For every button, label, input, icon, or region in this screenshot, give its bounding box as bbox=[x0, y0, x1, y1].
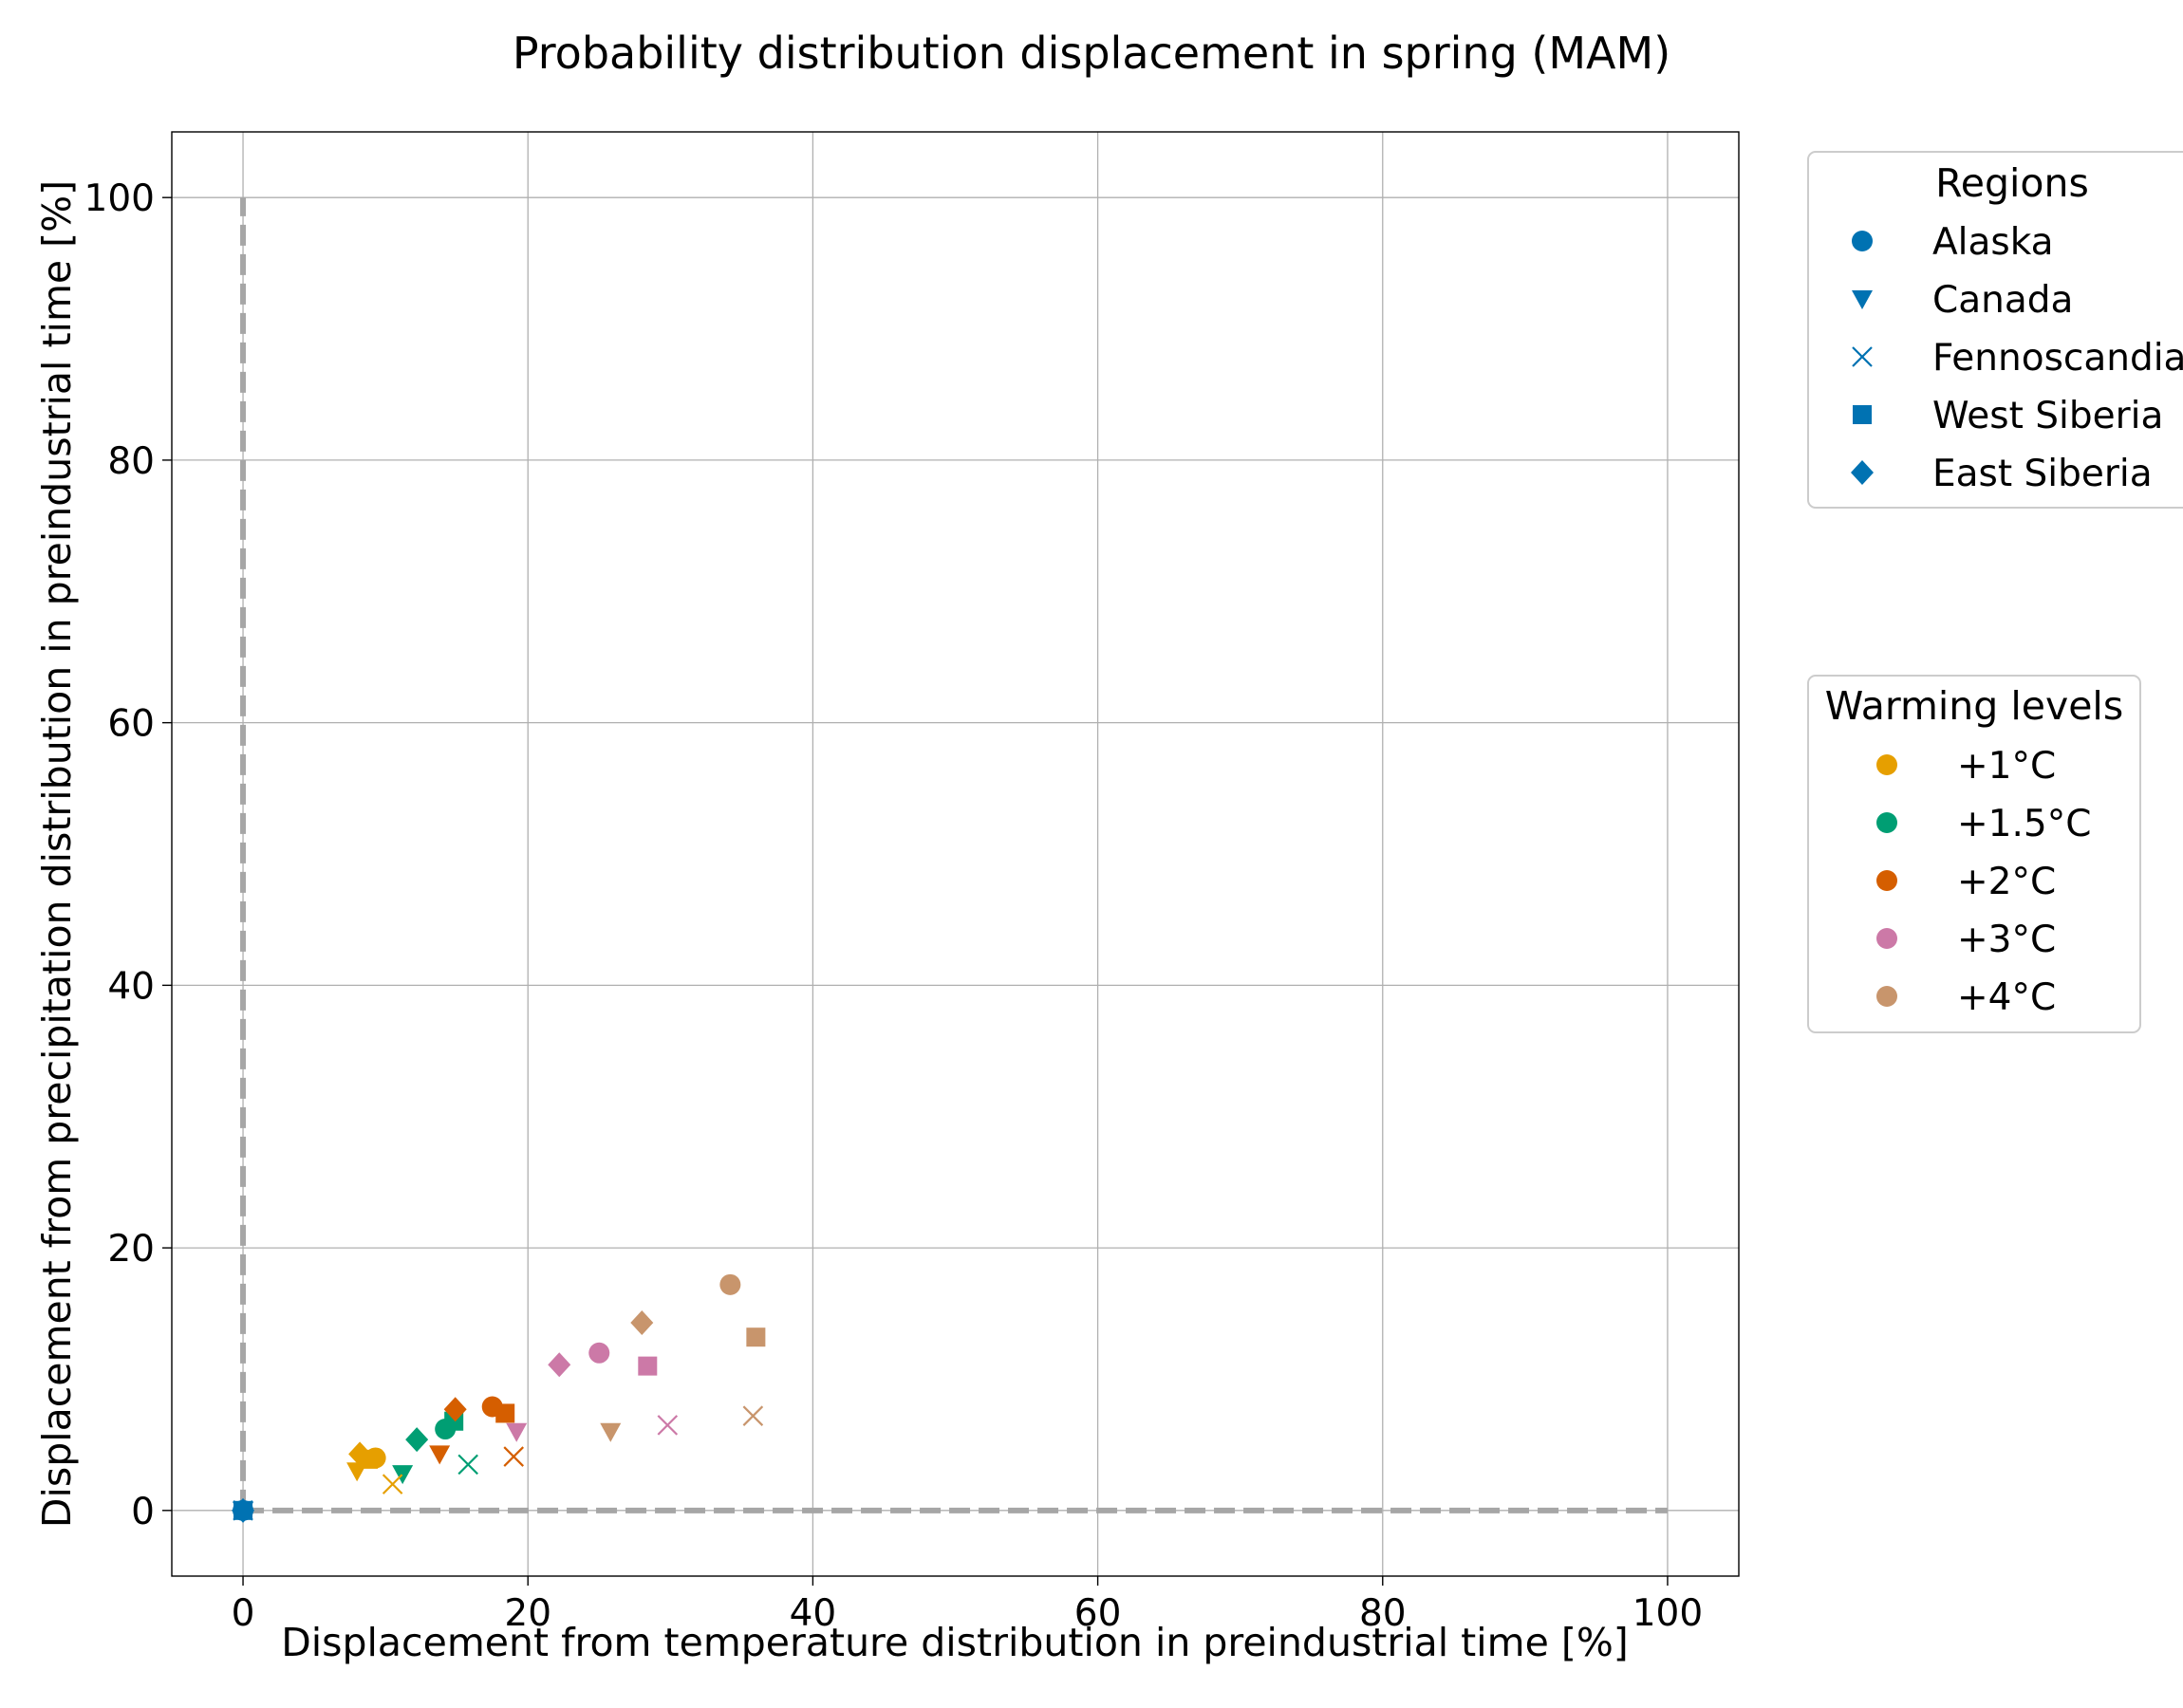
legend-warming-marker bbox=[1876, 928, 1897, 949]
data-point bbox=[382, 1474, 403, 1494]
chart-title: Probability distribution displacement in… bbox=[513, 28, 1670, 79]
data-point bbox=[638, 1356, 658, 1376]
legend-region-label: West Siberia bbox=[1932, 395, 2163, 437]
legend-warming-label: +4°C bbox=[1957, 976, 2056, 1019]
data-point bbox=[746, 1327, 766, 1347]
data-points bbox=[232, 1273, 766, 1523]
data-point bbox=[495, 1403, 515, 1423]
data-point bbox=[548, 1352, 571, 1378]
data-point bbox=[443, 1397, 467, 1422]
legend-region-label: Fennoscandia bbox=[1932, 337, 2183, 380]
legend-region-marker bbox=[1852, 290, 1873, 309]
y-tick-label: 80 bbox=[107, 440, 155, 483]
data-point bbox=[506, 1422, 528, 1442]
legend-warming-levels: Warming levels +1°C +1.5°C +2°C +3°C +4°C bbox=[1807, 675, 2141, 1033]
data-point bbox=[429, 1445, 451, 1465]
y-tick-label: 40 bbox=[107, 965, 155, 1008]
data-point bbox=[405, 1427, 429, 1453]
legend-regions: Regions Alaska Canada Fennoscandia West Sib… bbox=[1807, 151, 2183, 509]
y-tick-label: 0 bbox=[131, 1491, 155, 1533]
legend-region-label: Alaska bbox=[1932, 221, 2054, 264]
data-point bbox=[600, 1422, 622, 1442]
legend-warming-title: Warming levels bbox=[1825, 683, 2123, 729]
legend-warming-label: +3°C bbox=[1957, 919, 2056, 961]
reference-lines bbox=[240, 197, 1668, 1513]
legend-warming-label: +2°C bbox=[1957, 861, 2056, 903]
data-point bbox=[392, 1465, 414, 1485]
legend-warming-marker bbox=[1876, 870, 1897, 891]
legend-regions-frame bbox=[1807, 151, 2183, 509]
x-tick-label: 60 bbox=[1074, 1592, 1122, 1635]
x-axis-label: Displacement from temperature distributi… bbox=[281, 1620, 1629, 1665]
data-point bbox=[457, 1454, 478, 1476]
legend-warming-marker bbox=[1876, 986, 1897, 1007]
legend-region-marker bbox=[1851, 460, 1874, 485]
x-tick-label: 80 bbox=[1359, 1592, 1407, 1635]
axis-ticks: 0 20 40 60 80 100 0 20 40 60 80 100 bbox=[84, 177, 1704, 1635]
data-point bbox=[657, 1415, 679, 1436]
data-point bbox=[232, 1497, 255, 1523]
x-tick-label: 20 bbox=[504, 1592, 551, 1635]
grid-lines bbox=[172, 132, 1739, 1576]
legend-regions-title: Regions bbox=[1935, 160, 2089, 206]
legend-warming-marker bbox=[1876, 754, 1897, 775]
y-tick-label: 60 bbox=[107, 703, 155, 746]
x-tick-label: 40 bbox=[790, 1592, 837, 1635]
data-point bbox=[742, 1405, 764, 1426]
plot-area-frame bbox=[171, 131, 1740, 1577]
legend-warming-label: +1°C bbox=[1957, 745, 2056, 788]
x-tick-label: 0 bbox=[232, 1592, 255, 1635]
data-point bbox=[348, 1441, 372, 1467]
legend-region-marker bbox=[1852, 231, 1873, 251]
data-point bbox=[503, 1446, 524, 1467]
data-point bbox=[588, 1342, 610, 1364]
legend-warming-marker bbox=[1876, 812, 1897, 833]
data-point bbox=[719, 1273, 741, 1295]
legend-region-label: East Siberia bbox=[1932, 453, 2153, 495]
y-tick-label: 20 bbox=[107, 1228, 155, 1271]
legend-warming-label: +1.5°C bbox=[1957, 803, 2091, 845]
y-axis-label: Displacement from precipitation distribu… bbox=[34, 180, 80, 1528]
legend-region-label: Canada bbox=[1932, 279, 2073, 322]
data-point bbox=[630, 1309, 654, 1335]
legend-region-marker bbox=[1853, 405, 1872, 424]
legend-region-marker bbox=[1852, 346, 1873, 367]
x-tick-label: 100 bbox=[1633, 1592, 1703, 1635]
y-tick-label: 100 bbox=[84, 177, 155, 220]
